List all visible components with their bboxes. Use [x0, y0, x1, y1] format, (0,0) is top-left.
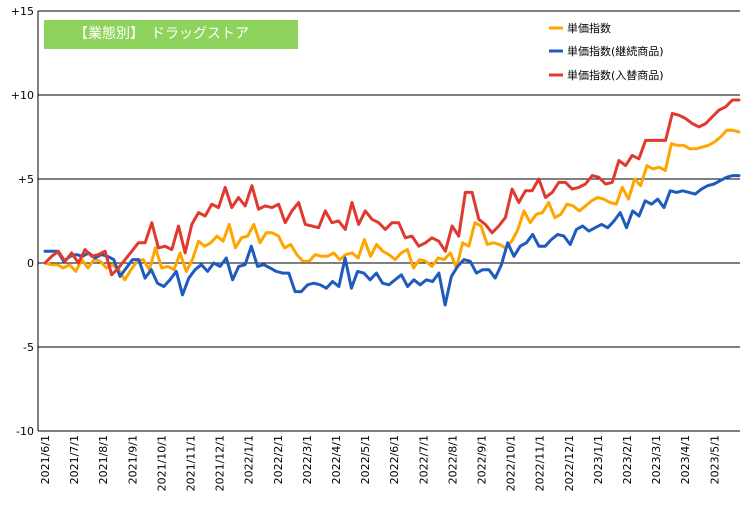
x-tick-label: 2021/11/1 — [185, 435, 198, 491]
y-axis-ticks: +15 +10 +5 0 -5 -10 — [11, 5, 34, 438]
legend-label: 単価指数(継続商品) — [567, 44, 664, 58]
y-tick-label: -10 — [16, 425, 34, 438]
x-tick-label: 2023/2/1 — [621, 435, 634, 484]
x-tick-label: 2021/10/1 — [155, 435, 168, 491]
series-lines — [43, 98, 741, 307]
x-tick-label: 2021/7/1 — [68, 435, 81, 484]
x-tick-label: 2023/3/1 — [650, 435, 663, 484]
series-line-0 — [43, 128, 741, 282]
x-tick-label: 2022/7/1 — [417, 435, 430, 484]
x-tick-label: 2023/5/1 — [708, 435, 721, 484]
legend-label: 単価指数 — [567, 21, 611, 35]
y-tick-label: +5 — [18, 173, 34, 186]
x-tick-label: 2022/2/1 — [272, 435, 285, 484]
x-tick-label: 2022/1/1 — [243, 435, 256, 484]
x-tick-label: 2022/4/1 — [330, 435, 343, 484]
x-tick-label: 2021/6/1 — [39, 435, 52, 484]
x-tick-label: 2023/1/1 — [592, 435, 605, 484]
y-tick-label: +15 — [11, 5, 34, 18]
grid — [37, 10, 740, 432]
x-tick-label: 2022/10/1 — [505, 435, 518, 491]
x-tick-label: 2022/5/1 — [359, 435, 372, 484]
y-tick-label: -5 — [23, 341, 34, 354]
x-tick-label: 2022/8/1 — [446, 435, 459, 484]
x-axis-ticks: 2021/6/1 2021/7/1 2021/8/1 2021/9/1 2021/10/… — [39, 435, 721, 491]
x-tick-label: 2021/12/1 — [214, 435, 227, 491]
x-tick-label: 2021/9/1 — [126, 435, 139, 484]
series-line-2 — [43, 98, 741, 277]
y-tick-label: 0 — [27, 257, 34, 270]
y-tick-label: +10 — [11, 89, 34, 102]
x-tick-label: 2022/12/1 — [563, 435, 576, 491]
x-tick-label: 2022/6/1 — [388, 435, 401, 484]
x-tick-label: 2023/4/1 — [679, 435, 692, 484]
x-tick-label: 2022/11/1 — [534, 435, 547, 491]
legend-label: 単価指数(入替商品) — [567, 68, 664, 82]
chart-title: 【業態別】 ドラッグストア — [44, 20, 298, 49]
x-tick-label: 2022/3/1 — [301, 435, 314, 484]
x-tick-label: 2022/9/1 — [476, 435, 489, 484]
series-line-1 — [43, 174, 741, 307]
x-tick-label: 2021/8/1 — [97, 435, 110, 484]
